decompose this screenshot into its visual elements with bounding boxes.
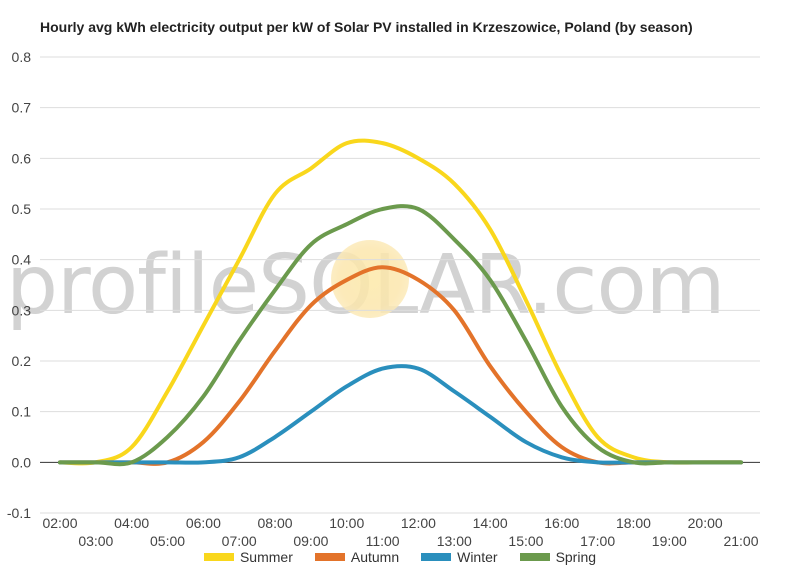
legend-swatch	[203, 553, 234, 561]
x-tick-label: 14:00	[473, 515, 508, 531]
legend-item-spring[interactable]: Spring	[519, 549, 597, 565]
y-tick-label: 0.2	[12, 353, 32, 369]
x-tick-label: 17:00	[580, 533, 615, 549]
legend-label: Summer	[239, 549, 293, 565]
y-tick-label: 0.7	[12, 100, 32, 116]
legend-swatch	[314, 553, 345, 561]
legend-label: Spring	[555, 549, 597, 565]
legend-swatch	[519, 553, 550, 561]
y-tick-label: 0.1	[12, 404, 32, 420]
x-tick-label: 15:00	[508, 533, 543, 549]
x-tick-label: 03:00	[78, 533, 113, 549]
x-tick-label: 10:00	[329, 515, 364, 531]
x-tick-label: 07:00	[222, 533, 257, 549]
y-tick-label: 0.8	[12, 49, 32, 65]
series-line-spring	[58, 204, 743, 467]
x-tick-label: 20:00	[688, 515, 723, 531]
x-tick-label: 21:00	[723, 533, 758, 549]
y-tick-label: 0.0	[12, 454, 32, 470]
x-tick-label: 08:00	[258, 515, 293, 531]
legend-item-summer[interactable]: Summer	[203, 549, 293, 565]
x-tick-label: 13:00	[437, 533, 472, 549]
x-tick-label: 09:00	[293, 533, 328, 549]
x-tick-label: 16:00	[544, 515, 579, 531]
y-tick-label: 0.3	[12, 302, 32, 318]
sun-logo-icon	[331, 240, 409, 318]
x-tick-label: 05:00	[150, 533, 185, 549]
x-tick-label: 02:00	[42, 515, 77, 531]
legend-swatch	[421, 553, 452, 561]
chart-legend: Summer Autumn Winter Spring	[0, 549, 800, 565]
series-line-summer	[58, 138, 743, 466]
y-tick-label: 0.6	[12, 150, 32, 166]
chart-title: Hourly avg kWh electricity output per kW…	[40, 19, 693, 35]
legend-item-autumn[interactable]: Autumn	[314, 549, 400, 565]
legend-label: Winter	[457, 549, 498, 565]
legend-label: Autumn	[350, 549, 400, 565]
x-tick-label: 11:00	[366, 533, 400, 549]
y-tick-label: 0.5	[12, 201, 32, 217]
x-tick-label: 18:00	[616, 515, 651, 531]
series-line-winter	[58, 364, 743, 465]
x-tick-label: 04:00	[114, 515, 149, 531]
x-tick-label: 12:00	[401, 515, 436, 531]
y-tick-label: 0.4	[12, 252, 32, 268]
x-tick-label: 19:00	[652, 533, 687, 549]
y-tick-label: -0.1	[7, 505, 31, 521]
x-tick-label: 06:00	[186, 515, 221, 531]
legend-item-winter[interactable]: Winter	[421, 549, 498, 565]
